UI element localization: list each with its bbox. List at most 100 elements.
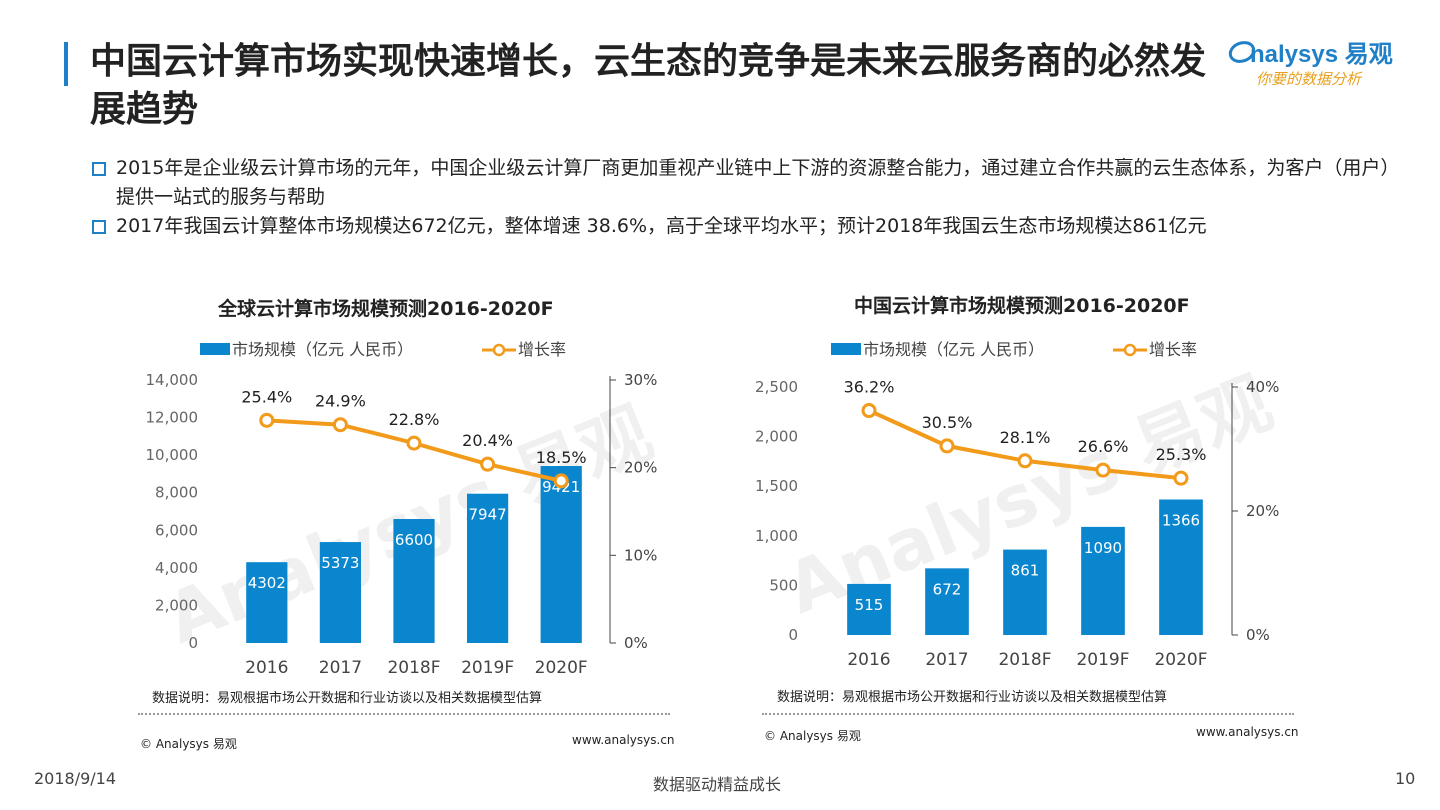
copyright: © Analysys 易观 — [140, 737, 237, 751]
chart-title: 中国云计算市场规模预测2016-2020F — [854, 295, 1190, 317]
x-tick-label: 2020F — [1154, 650, 1207, 670]
y-tick-label: 2,000 — [155, 596, 198, 614]
growth-marker — [939, 438, 955, 454]
chart-title: 全球云计算市场规模预测2016-2020F — [218, 298, 554, 320]
page-number: 10 — [1395, 769, 1416, 788]
growth-marker — [1017, 453, 1033, 469]
bar — [540, 466, 582, 643]
divider — [138, 713, 670, 715]
legend-label: 增长率 — [1149, 340, 1197, 359]
growth-label: 36.2% — [844, 378, 895, 397]
y2-tick-label: 0% — [624, 634, 648, 652]
x-tick-label: 2016 — [245, 658, 288, 678]
growth-marker — [861, 403, 877, 419]
growth-marker — [480, 456, 496, 472]
x-tick-label: 2018F — [998, 650, 1051, 670]
website-link[interactable]: www.analysys.cn — [572, 733, 675, 747]
growth-label: 30.5% — [922, 413, 973, 432]
page-title: 中国云计算市场实现快速增长，云生态的竞争是未来云服务商的必然发展趋势 — [90, 41, 1207, 130]
growth-marker — [406, 435, 422, 451]
growth-label: 25.4% — [241, 387, 292, 406]
logo-tagline: 你要的数据分析 — [1256, 70, 1362, 88]
legend-bar-swatch — [200, 343, 230, 355]
growth-label: 18.5% — [536, 448, 587, 467]
y-tick-label: 8,000 — [155, 484, 198, 502]
logo-text: nalysys 易观 — [1250, 41, 1393, 68]
square-bullet-icon — [92, 162, 106, 176]
bullet-text: 2017年我国云计算整体市场规模达672亿元，整体增速 38.6%，高于全球平均… — [116, 215, 1207, 237]
bar — [246, 562, 288, 643]
growth-label: 28.1% — [1000, 428, 1051, 447]
y-tick-label: 0 — [188, 634, 198, 652]
x-tick-label: 2017 — [925, 650, 968, 670]
logo-a-icon — [1228, 41, 1256, 63]
data-note: 数据说明：易观根据市场公开数据和行业访谈以及相关数据模型估算 — [777, 690, 1168, 705]
bullet-list: 2015年是企业级云计算市场的元年，中国企业级云计算厂商更加重视产业链中上下游的… — [92, 154, 1392, 241]
bar — [847, 583, 891, 635]
bar — [466, 493, 509, 643]
bar — [319, 542, 362, 643]
growth-marker — [332, 417, 348, 433]
bar — [1081, 526, 1125, 635]
y-tick-label: 0 — [788, 626, 798, 644]
y2-tick-label: 40% — [1246, 378, 1279, 396]
square-bullet-icon — [92, 220, 106, 234]
bar-value-label: 6600 — [395, 531, 433, 549]
data-note: 数据说明：易观根据市场公开数据和行业访谈以及相关数据模型估算 — [152, 691, 543, 706]
x-tick-label: 2020F — [535, 658, 588, 678]
copyright: © Analysys 易观 — [764, 729, 861, 743]
y2-tick-label: 10% — [624, 546, 657, 564]
y-tick-label: 14,000 — [146, 371, 199, 389]
bullet-item: 2015年是企业级云计算市场的元年，中国企业级云计算厂商更加重视产业链中上下游的… — [92, 154, 1392, 212]
bar-value-label: 1366 — [1162, 511, 1200, 529]
x-tick-label: 2019F — [1076, 650, 1129, 670]
website-link[interactable]: www.analysys.cn — [1196, 725, 1299, 739]
bar-value-label: 5373 — [321, 554, 359, 572]
bar — [393, 519, 435, 643]
growth-label: 22.8% — [389, 410, 440, 429]
x-tick-label: 2017 — [319, 658, 362, 678]
y-tick-label: 12,000 — [146, 409, 199, 427]
bullet-text: 2015年是企业级云计算市场的元年，中国企业级云计算厂商更加重视产业链中上下游的… — [116, 157, 1390, 208]
china-cloud-chart: 市场规模（亿元 人民币） 增长率 0 500 1,000 1,500 2,000 2,500 0… — [755, 340, 1279, 670]
y2-tick-label: 0% — [1246, 626, 1270, 644]
y-tick-label: 1,000 — [755, 527, 798, 545]
legend-label: 市场规模（亿元 人民币） — [232, 340, 413, 359]
bar-value-label: 4302 — [248, 574, 286, 592]
bullet-item: 2017年我国云计算整体市场规模达672亿元，整体增速 38.6%，高于全球平均… — [92, 212, 1392, 241]
y-tick-label: 500 — [769, 576, 798, 594]
growth-marker — [1095, 462, 1111, 478]
bar-value-label: 7947 — [469, 506, 507, 524]
growth-label: 26.6% — [1078, 437, 1129, 456]
bar — [925, 568, 969, 635]
growth-label: 25.3% — [1156, 445, 1207, 464]
footer-date: 2018/9/14 — [34, 769, 117, 788]
legend-label: 增长率 — [518, 340, 566, 359]
bar — [1159, 499, 1203, 635]
bar-value-label: 861 — [1011, 562, 1040, 580]
y-tick-label: 1,500 — [755, 477, 798, 495]
growth-marker — [259, 412, 275, 428]
growth-label: 24.9% — [315, 392, 366, 411]
growth-label: 20.4% — [462, 431, 513, 450]
bar — [1003, 549, 1047, 635]
global-cloud-chart: 市场规模（亿元 人民币） 增长率 0 2,000 4,000 6,000 8,000 10,0… — [146, 340, 658, 678]
bar-value-label: 1090 — [1084, 539, 1122, 557]
y-tick-label: 10,000 — [146, 446, 199, 464]
y-tick-label: 4,000 — [155, 559, 198, 577]
legend-marker — [492, 343, 506, 357]
x-tick-label: 2018F — [387, 658, 440, 678]
y-tick-label: 2,500 — [755, 378, 798, 396]
y2-tick-label: 30% — [624, 371, 657, 389]
legend-bar-swatch — [831, 343, 861, 355]
bar-value-label: 515 — [855, 596, 884, 614]
y-tick-label: 6,000 — [155, 521, 198, 539]
x-tick-label: 2016 — [847, 650, 890, 670]
title-accent-bar — [64, 42, 68, 86]
y-tick-label: 2,000 — [755, 428, 798, 446]
growth-marker — [1173, 470, 1189, 486]
x-tick-label: 2019F — [461, 658, 514, 678]
legend-marker — [1123, 343, 1137, 357]
footer-slogan: 数据驱动精益成长 — [653, 775, 782, 794]
legend-label: 市场规模（亿元 人民币） — [863, 340, 1044, 359]
